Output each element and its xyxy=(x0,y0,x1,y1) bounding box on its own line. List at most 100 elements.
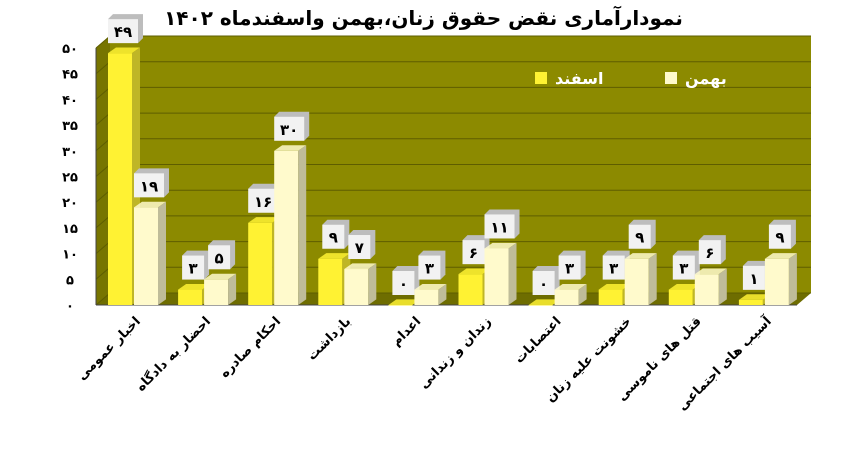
bar-front xyxy=(738,299,763,305)
data-label-box xyxy=(484,214,515,239)
bar-top xyxy=(178,283,211,290)
bar-front xyxy=(178,289,203,305)
bar-front xyxy=(204,279,229,305)
bar-top xyxy=(388,299,421,305)
bar-front xyxy=(624,258,649,305)
chart-title: نمودارآماری نقض حقوق زنان،بهمن واسفندماه… xyxy=(164,6,683,30)
bar-top xyxy=(598,283,631,290)
bar-side xyxy=(438,283,447,305)
legend-swatch xyxy=(535,72,547,84)
bar-top xyxy=(624,253,657,259)
bar-top xyxy=(458,268,491,275)
data-label-box xyxy=(182,255,205,280)
bar-front xyxy=(764,258,789,305)
y-tick-label: ۳۰ xyxy=(62,145,78,160)
data-label-box xyxy=(558,255,581,280)
data-label: ۱ xyxy=(749,270,758,288)
data-label-box xyxy=(532,271,555,295)
bar-front xyxy=(528,305,553,306)
data-label-box xyxy=(462,240,485,265)
bar-side xyxy=(368,263,377,305)
data-label: ۵ xyxy=(215,249,224,267)
data-label: ۳۰ xyxy=(280,121,298,139)
bar-top xyxy=(344,263,377,270)
bar-top xyxy=(248,217,281,223)
bar-side xyxy=(648,253,657,305)
bar-front xyxy=(694,274,719,305)
data-label-box xyxy=(768,224,791,249)
data-label: ۰ xyxy=(399,275,408,293)
bar-top xyxy=(274,145,307,151)
data-label: ۳ xyxy=(425,260,434,278)
data-label-box xyxy=(602,255,625,280)
data-label-box xyxy=(698,240,721,265)
bar-front xyxy=(598,289,623,305)
bar-front xyxy=(668,289,693,305)
category-label: احکام صادره xyxy=(217,314,284,381)
bar-front xyxy=(134,207,158,305)
category-label: اعتصابات xyxy=(512,314,564,366)
data-label-box xyxy=(208,245,231,270)
data-label: ۳ xyxy=(189,260,198,278)
data-label-box xyxy=(322,224,345,249)
data-label-box xyxy=(248,188,279,213)
data-label-box xyxy=(134,173,164,198)
bar-top xyxy=(318,253,351,259)
bar-top xyxy=(694,268,727,275)
data-label-box xyxy=(108,19,138,44)
data-label: ۰ xyxy=(539,275,548,293)
bar-top xyxy=(738,294,771,300)
legend-label: اسفند xyxy=(555,69,604,88)
y-tick-label: ۴۰ xyxy=(62,93,78,108)
y-tick-label: ۲۵ xyxy=(62,171,78,186)
data-label: ۱۱ xyxy=(490,218,508,236)
legend-label: بهمن xyxy=(685,69,727,88)
data-label-box xyxy=(418,255,441,280)
bar-front xyxy=(108,53,132,305)
bar-top xyxy=(484,242,517,249)
data-label: ۳ xyxy=(679,260,688,278)
bar-top xyxy=(554,283,587,290)
category-label: زندان و زندانی xyxy=(417,314,495,392)
y-tick-label: ۱۵ xyxy=(62,222,78,237)
bar-top xyxy=(668,283,701,290)
data-label-box xyxy=(742,265,765,290)
bar-top xyxy=(108,47,140,54)
data-label-box xyxy=(672,255,695,280)
bar-top xyxy=(134,201,166,208)
bar-front xyxy=(554,289,579,305)
data-label: ۳ xyxy=(565,260,574,278)
bar-front xyxy=(344,269,369,305)
data-label: ۷ xyxy=(355,239,364,257)
category-label: اعدام xyxy=(389,314,424,349)
data-label: ۶ xyxy=(469,244,478,262)
y-tick-label: ۴۵ xyxy=(62,68,78,83)
bar-top xyxy=(414,283,447,290)
bar-side xyxy=(228,273,237,305)
category-label: احضار به دادگاه xyxy=(133,314,214,395)
bar-front xyxy=(458,274,483,305)
bar-side xyxy=(788,253,797,305)
data-label-box xyxy=(628,224,651,249)
bar-front xyxy=(318,258,343,305)
data-label-box xyxy=(392,271,415,295)
bar-side xyxy=(158,201,166,305)
data-label-box xyxy=(274,116,305,141)
bar-side xyxy=(508,242,517,305)
bar-front xyxy=(274,150,299,305)
data-label: ۱۹ xyxy=(140,177,158,195)
data-label: ۹ xyxy=(329,229,338,247)
bar-top xyxy=(764,253,797,259)
y-tick-label: ۵۰ xyxy=(62,42,78,57)
bar-front xyxy=(248,222,273,305)
bar-side xyxy=(298,145,307,305)
y-tick-label: ۱۰ xyxy=(62,248,78,263)
y-tick-label: ۲۰ xyxy=(62,196,78,211)
bar-top xyxy=(204,273,237,280)
y-tick-label: ۵ xyxy=(66,273,74,288)
data-label-box xyxy=(348,235,371,260)
bar-front xyxy=(388,305,413,306)
data-label: ۳ xyxy=(609,260,618,278)
